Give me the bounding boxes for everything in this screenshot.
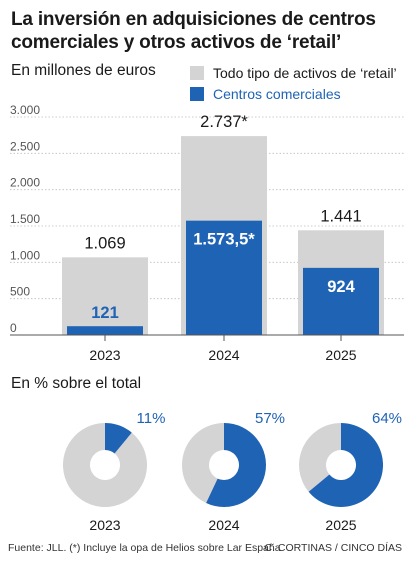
bar-retail-2023 <box>62 257 148 335</box>
donut-share-2025 <box>308 423 384 507</box>
data-label-centros-2024: 1.573,5* <box>193 231 255 249</box>
y-tick-label: 1.500 <box>10 212 40 226</box>
donut-label-2025: 64% <box>372 410 402 427</box>
y-tick-label: 500 <box>10 285 30 299</box>
data-label-centros-2023: 121 <box>91 304 119 322</box>
data-label-retail-2024: 2.737* <box>200 113 248 131</box>
x-tick-label-2025: 2025 <box>325 347 356 363</box>
bar-chart-subtitle: En millones de euros <box>11 62 156 79</box>
data-label-retail-2023: 1.069 <box>84 234 125 252</box>
legend-label-retail: Todo tipo de activos de ‘retail’ <box>213 64 397 81</box>
legend-item-retail: Todo tipo de activos de ‘retail’ <box>190 62 397 83</box>
y-tick-label: 2.000 <box>10 176 40 190</box>
bar-centros-2025 <box>303 267 379 335</box>
credit: C. CORTINAS / CINCO DÍAS <box>264 542 403 554</box>
bar-chart: 0 500 1.000 1.500 2.000 2.500 3.000 1.069 121 202… <box>10 103 404 363</box>
donut-year-2025: 2025 <box>325 517 356 533</box>
legend-item-centros: Centros comerciales <box>190 83 397 104</box>
donut-share-2024 <box>206 423 266 507</box>
y-tick-label: 3.000 <box>10 103 40 117</box>
y-tick-label: 0 <box>10 321 17 335</box>
donut-rest-2024 <box>181 423 224 504</box>
data-label-retail-2025: 1.441 <box>320 207 361 225</box>
donut-rest-2023 <box>62 423 147 507</box>
bar-centros-2023 <box>67 326 143 335</box>
y-tick-label: 1.000 <box>10 248 40 262</box>
donut-share-2023 <box>105 423 132 454</box>
donut-label-2023: 11% <box>137 410 166 427</box>
bar-centros-2024 <box>186 220 262 335</box>
data-label-centros-2025: 924 <box>327 278 355 296</box>
donut-year-2023: 2023 <box>89 517 120 533</box>
donut-rest-2025 <box>298 423 341 492</box>
source-note: Fuente: JLL. (*) Incluye la opa de Helio… <box>8 542 281 554</box>
legend-swatch-blue <box>190 86 204 101</box>
legend-swatch-gray <box>190 65 204 80</box>
y-tick-label: 2.500 <box>10 139 40 153</box>
donut-year-2024: 2024 <box>208 517 239 533</box>
donut-label-2024: 57% <box>255 410 285 427</box>
chart-title: La inversión en adquisiciones de centros… <box>11 9 376 53</box>
x-tick-label-2024: 2024 <box>208 347 239 363</box>
legend: Todo tipo de activos de ‘retail’ Centros… <box>190 62 397 104</box>
x-tick-label-2023: 2023 <box>89 347 120 363</box>
legend-label-centros: Centros comerciales <box>213 85 341 102</box>
pie-section-subtitle: En % sobre el total <box>11 375 142 392</box>
